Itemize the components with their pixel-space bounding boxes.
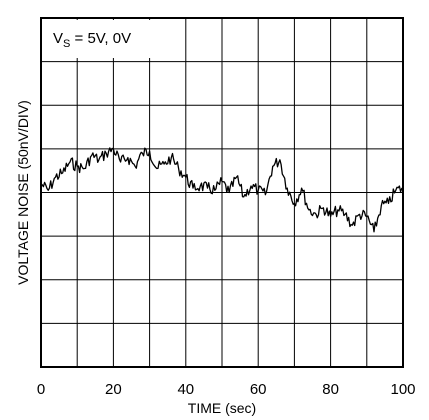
annotation-background — [43, 20, 161, 58]
annotation-rest: = 5V, 0V — [70, 30, 131, 47]
x-tick-label: 40 — [177, 381, 194, 398]
x-axis-label: TIME (sec) — [188, 400, 256, 416]
supply-annotation: VS = 5V, 0V — [53, 30, 131, 50]
x-tick-labels: 0 20 40 60 80 100 — [37, 381, 416, 398]
chart-grid — [41, 18, 403, 367]
annotation-subscript: S — [63, 38, 70, 50]
x-tick-label: 20 — [105, 381, 122, 398]
annotation-main: V — [53, 30, 63, 47]
plot-frame — [40, 17, 404, 368]
x-tick-label: 80 — [322, 381, 339, 398]
x-tick-label: 60 — [250, 381, 267, 398]
x-tick-label: 0 — [37, 381, 45, 398]
x-tick-label: 100 — [390, 381, 415, 398]
y-axis-label: VOLTAGE NOISE (50nV/DIV) — [15, 100, 31, 285]
series-line-voltage-noise — [40, 147, 404, 233]
